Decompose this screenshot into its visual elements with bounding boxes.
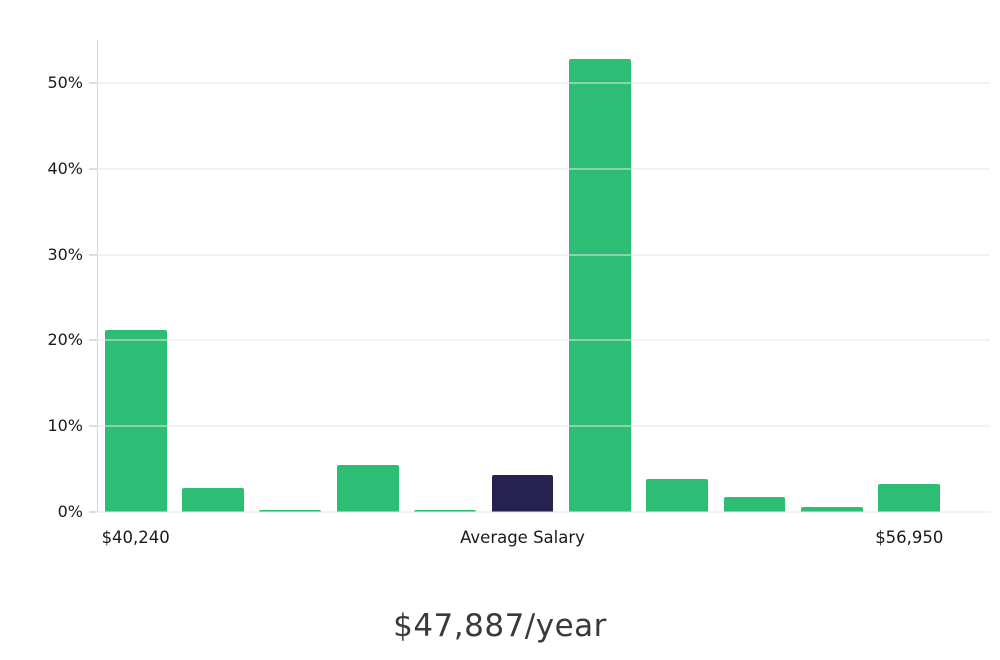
gridline	[97, 82, 990, 84]
bar	[723, 497, 786, 512]
y-tick-mark	[89, 254, 97, 256]
bar-slot	[639, 40, 716, 512]
bar-slot	[561, 40, 638, 512]
bar-slot	[406, 40, 483, 512]
y-axis-line	[97, 40, 98, 512]
gridline	[97, 511, 990, 513]
bar	[878, 483, 941, 512]
bar	[646, 479, 709, 512]
bar-slot	[793, 40, 870, 512]
bar	[336, 464, 399, 512]
bar-slot	[174, 40, 251, 512]
y-tick-label: 20%	[47, 330, 83, 350]
bar-slot	[97, 40, 174, 512]
bar	[414, 510, 477, 512]
bar	[104, 330, 167, 512]
bar	[800, 506, 863, 512]
y-tick-mark	[89, 168, 97, 170]
gridline	[97, 339, 990, 341]
bar-slot	[484, 40, 561, 512]
gridline	[97, 254, 990, 256]
bar	[182, 487, 244, 512]
x-tick-label: Average Salary	[460, 528, 585, 547]
y-tick-mark	[89, 425, 97, 427]
y-tick-mark	[89, 82, 97, 84]
x-tick-label: $56,950	[875, 528, 944, 547]
y-tick-label: 40%	[47, 158, 83, 178]
y-tick-label: 50%	[47, 72, 83, 92]
average-salary-bar	[491, 475, 554, 512]
y-tick-label: 10%	[47, 416, 83, 436]
x-tick-label: $40,240	[101, 528, 170, 547]
bar	[568, 58, 631, 512]
y-tick-mark	[89, 339, 97, 341]
bar	[259, 510, 322, 512]
average-salary-value: $47,887/year	[393, 608, 607, 644]
bar-slot	[716, 40, 793, 512]
gridline	[97, 168, 990, 170]
bar-slot	[329, 40, 406, 512]
bars-container	[97, 40, 948, 512]
y-tick-mark	[89, 511, 97, 513]
bar-slot	[871, 40, 948, 512]
y-tick-label: 0%	[57, 502, 83, 521]
gridline	[97, 425, 990, 427]
y-tick-label: 30%	[47, 244, 83, 264]
bar-slot	[252, 40, 329, 512]
plot-area: 0% 10% 20% 30% 40% 50% $40,240 Average Salary $5…	[47, 40, 990, 546]
